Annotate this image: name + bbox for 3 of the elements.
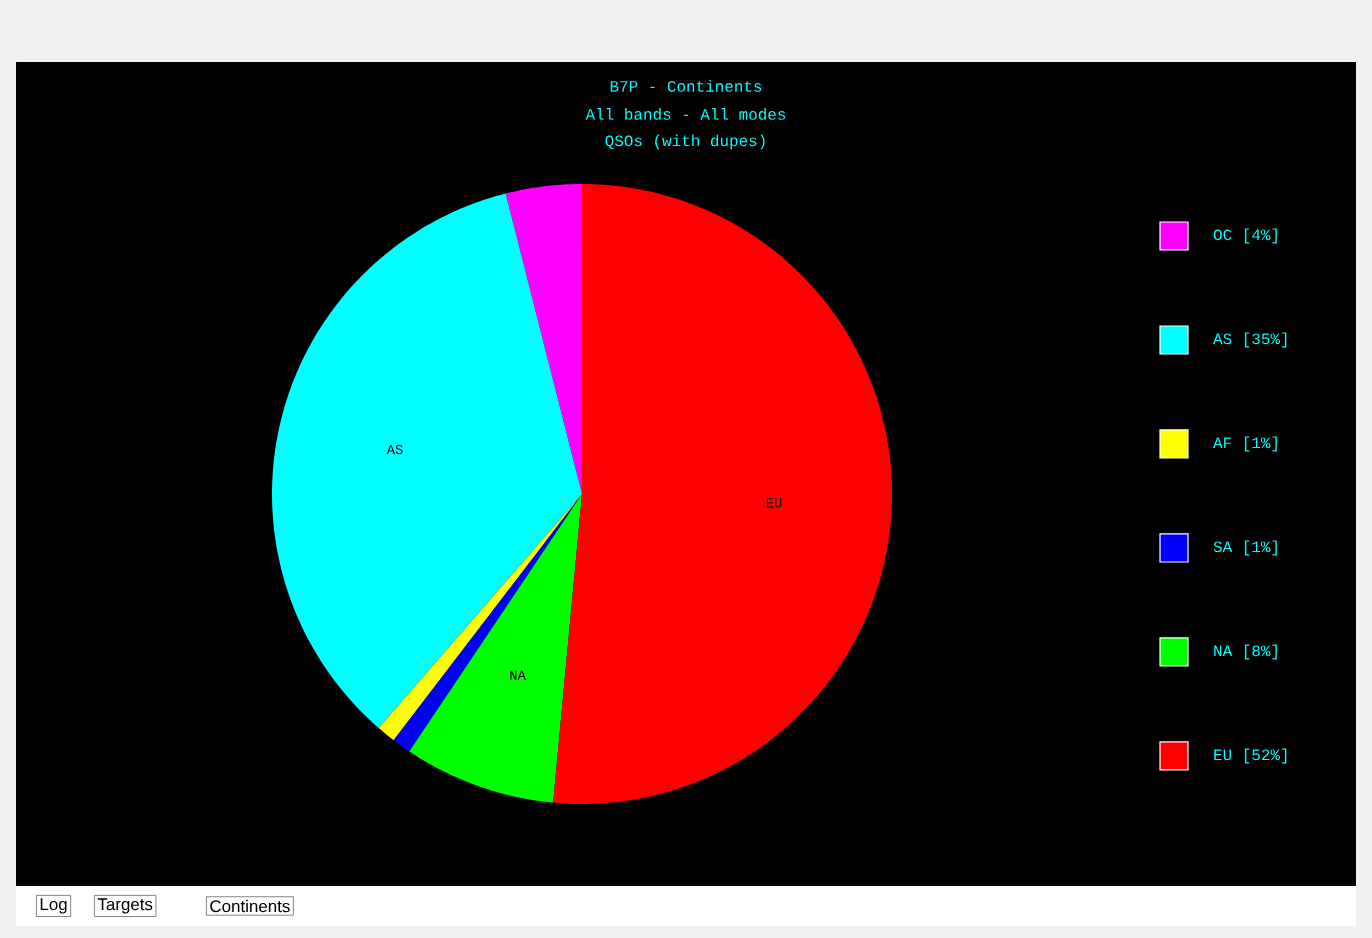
text: Continents <box>210 899 290 913</box>
text: Targets <box>97 898 153 914</box>
text: Log <box>40 898 67 914</box>
